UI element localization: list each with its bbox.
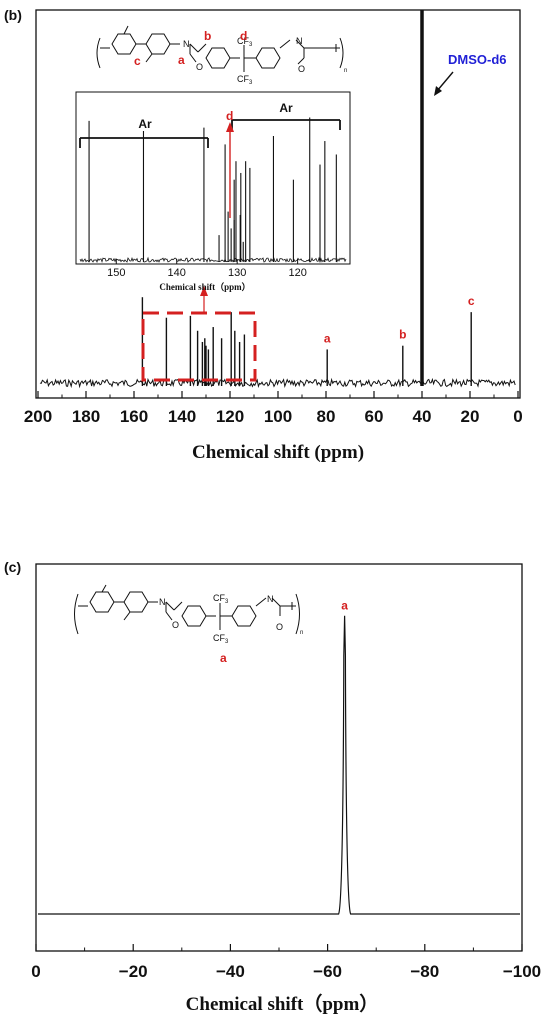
d-arrow-head [226,122,234,132]
x-tick-label: 140 [168,407,196,426]
peak-label: a [341,599,348,613]
c-o-atom-2: O [276,622,283,632]
panel-c-x-ticks [35,944,523,951]
inset-x-tick-label: 130 [228,267,246,279]
x-tick-label: 20 [461,407,480,426]
panel-b-peaks: a b c [141,10,475,386]
b-struct-label-a: a [178,53,185,67]
panel-c-x-axis-title: Chemical shift（ppm） [186,992,379,1015]
inset-x-tick-label: 150 [107,267,125,279]
aromatic-region-box [141,311,257,382]
inset-spectrum-line [79,256,347,264]
b-cf3-bottom: CF3 [237,74,253,86]
x-tick-label: −40 [216,962,245,981]
inset-x-tick-label: 120 [288,267,306,279]
panel-c-tick-labels: 0 −20 −40 −60 −80 −100 [31,962,541,981]
c-o-atom: O [172,620,179,630]
x-tick-label: −20 [119,962,148,981]
x-tick-label: 40 [413,407,432,426]
x-tick-label: 200 [24,407,52,426]
structure-c-text: N O N O CF3 CF3 n a [159,593,303,665]
x-tick-label: 60 [365,407,384,426]
x-tick-label: 100 [264,407,292,426]
panel-b-tick-labels: 200 180 160 140 120 100 80 60 40 20 0 [24,407,523,426]
b-cf3-top: CF3 [237,36,253,48]
inset-x-tick-label: 140 [168,267,186,279]
polymer-structure-b [96,25,344,72]
dmso-label: DMSO-d6 [448,52,507,67]
panel-c-19f-nmr: (c) 0 −20 −40 −60 −80 −100 a Chemical shift（p… [4,559,541,1015]
x-tick-label: −100 [503,962,541,981]
c-cf3-top: CF3 [213,593,229,605]
inset-peaks [88,117,337,262]
peak-label: a [324,331,331,345]
c-n-atom: N [159,597,166,607]
c-struct-label-a: a [220,651,227,665]
inset-frame [75,91,351,265]
inset-link-arrow [200,286,208,296]
x-tick-label: 80 [317,407,336,426]
x-tick-label: 0 [513,407,522,426]
x-tick-label: 180 [72,407,100,426]
c-repeat-n: n [300,630,303,636]
x-tick-label: 160 [120,407,148,426]
panel-b-spectrum-line [39,377,516,389]
b-struct-label-d: d [240,29,247,43]
dmso-arrow-head [434,86,442,96]
ar-bracket-left [79,137,209,148]
b-struct-label-b: b [204,29,211,43]
panel-c-spectrum-line [38,615,520,915]
panel-c-label: (c) [4,559,21,575]
b-n-atom-2: N [296,36,303,46]
peak-label: c [468,294,475,308]
c-n-atom-2: N [267,594,274,604]
b-o-atom: O [196,62,203,72]
inset-tick-labels: 150 140 130 120 [107,267,307,279]
panel-b-13c-nmr: (b) 200 180 160 140 120 100 80 60 40 20 0 a bc Chem… [4,7,523,463]
peak-label: b [399,328,406,342]
dmso-arrow-line [436,71,454,92]
panel-b-x-axis-title: Chemical shift (ppm) [192,442,364,463]
polymer-structure-c [74,584,300,635]
inset-x-axis-title: Chemical shift（ppm） [159,282,250,292]
inset-d-label: d [226,109,233,123]
x-tick-label: 0 [31,962,40,981]
ar-label-right: Ar [279,101,293,115]
b-n-atom: N [183,39,190,49]
x-tick-label: 120 [216,407,244,426]
structure-b-text: N O N O CF3 CF3 n a b c d [134,29,347,86]
x-tick-label: −60 [313,962,342,981]
ar-label-left: Ar [138,117,152,131]
inset-aromatic-spectrum: 150 140 130 120 Chemical shift（ppm） Ar Ar d [75,91,351,292]
b-o-atom-2: O [298,64,305,74]
x-tick-label: −80 [410,962,439,981]
b-repeat-n: n [344,68,347,74]
panel-b-x-ticks [37,391,519,398]
panel-c-peak-labels: a [341,599,348,613]
b-struct-label-c: c [134,54,141,68]
panel-b-label: (b) [4,7,22,23]
c-cf3-bottom: CF3 [213,633,229,645]
